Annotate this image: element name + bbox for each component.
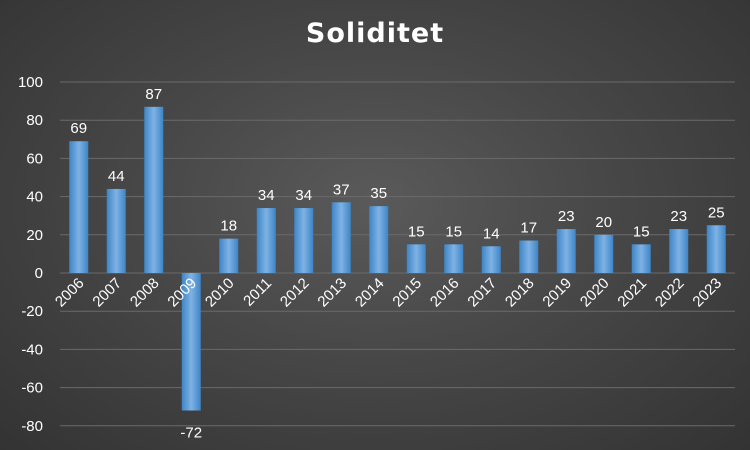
bar [369,206,389,273]
data-label: 15 [408,223,425,240]
data-label: 69 [70,120,87,137]
x-tick-label: 2021 [614,275,650,311]
x-tick-label: 2020 [577,275,613,311]
gridlines [60,81,735,427]
x-tick-label: 2022 [652,275,688,311]
bar [219,238,239,273]
bar [69,141,89,273]
y-axis-tick-labels: 100 80 60 40 20 0 -20 -40 -60 -80 [18,74,43,435]
data-label: 14 [483,225,500,242]
x-tick-label: 2013 [314,275,350,311]
x-tick-label: 2010 [202,275,238,311]
bar [594,234,614,273]
data-label: 18 [220,218,237,235]
data-label: 15 [633,223,650,240]
x-tick-label: 2014 [352,275,388,311]
data-label: 34 [258,187,275,204]
x-tick-label: 2012 [277,275,313,311]
x-tick-label: 2017 [464,275,500,311]
data-label: 25 [708,204,725,221]
data-label: 34 [295,187,312,204]
data-label: -72 [180,425,202,442]
x-tick-label: 2019 [539,275,575,311]
data-label: 15 [445,223,462,240]
x-tick-label: 2006 [52,275,88,311]
x-tick-label: 2011 [240,275,275,310]
bar [556,229,576,273]
data-label: 35 [370,185,387,202]
bar [669,229,689,273]
y-tick-label: 20 [26,227,43,244]
y-tick-label: -80 [21,418,43,435]
x-tick-label: 2008 [127,275,163,311]
data-label: 44 [108,168,125,185]
x-axis-tick-labels: 2006 2007 2008 2009 2010 2011 2012 2013 2014 2015… [52,275,725,311]
bar [631,244,651,273]
x-tick-label: 2016 [427,275,463,311]
chart-title: Soliditet [305,18,445,49]
bar [444,244,464,273]
y-tick-label: -20 [21,303,43,320]
data-label: 17 [520,220,537,237]
bar [481,246,501,273]
x-tick-label: 2007 [89,275,125,311]
bar [519,240,539,273]
bar [406,244,426,273]
bar [144,106,164,273]
y-tick-label: -60 [21,380,43,397]
bar [706,225,726,273]
y-tick-label: 0 [35,265,43,282]
data-label: 23 [670,208,687,225]
y-tick-label: 80 [26,112,43,129]
data-label: 87 [145,86,162,103]
x-tick-label: 2015 [389,275,425,311]
data-label: 20 [595,214,612,231]
bar [256,208,276,273]
bar [331,202,351,273]
y-tick-label: 60 [26,150,43,167]
y-tick-label: 100 [18,74,43,91]
y-tick-label: -40 [21,341,43,358]
x-tick-label: 2023 [689,275,725,311]
bar [181,273,201,411]
y-tick-label: 40 [26,189,43,206]
data-label: 23 [558,208,575,225]
bar [294,208,314,273]
bars [69,106,726,411]
data-label: 37 [333,181,350,198]
bar [106,188,126,273]
x-tick-label: 2018 [502,275,538,311]
